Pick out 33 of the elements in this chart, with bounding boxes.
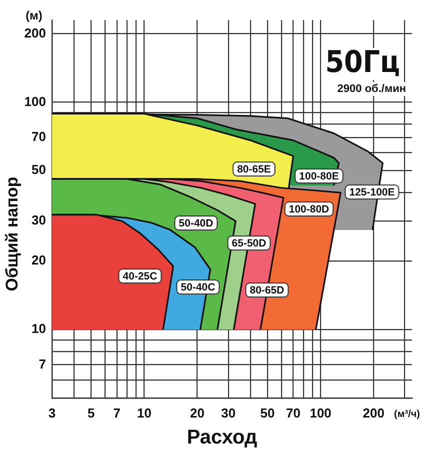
series-label: 50-40D (178, 217, 214, 230)
series-label: 65-50D (232, 237, 267, 250)
series-label: 50-40C (180, 281, 216, 294)
series-label: 40-25C (122, 270, 158, 282)
x-tick-label: 3 (48, 405, 56, 420)
x-tick-label: 200 (362, 405, 384, 420)
x-tick-label: 30 (221, 405, 236, 420)
y-tick-label: 100 (24, 94, 46, 109)
y-tick-label: 50 (32, 162, 46, 178)
y-tick-label: 30 (32, 212, 46, 228)
x-tick-label: 5 (88, 405, 95, 420)
annotation: 2900 об./мин (337, 83, 406, 96)
text: (м) (26, 8, 42, 22)
x-axis-title: Расход (186, 426, 258, 449)
text: (м³/ч) (394, 408, 420, 420)
x-tick-label: 20 (190, 405, 205, 420)
series-label: 100-80D (288, 203, 330, 216)
y-tick-label: 10 (32, 321, 46, 336)
series-label: 80-65D (250, 284, 285, 296)
y-axis-title: Общий напор (2, 176, 22, 292)
x-tick-label: 50 (260, 405, 275, 420)
y-tick-label: 70 (32, 129, 46, 144)
series-label: 125-100E (349, 186, 395, 198)
series-label: 80-65E (237, 163, 271, 176)
x-tick-label: 100 (310, 405, 332, 420)
series-label: 100-80E (299, 170, 339, 182)
y-tick-label: 200 (24, 25, 46, 40)
y-tick-label: 7 (38, 356, 46, 372)
x-tick-label: 10 (136, 405, 152, 420)
x-tick-label: 7 (113, 405, 121, 420)
x-tick-label: 70 (286, 405, 300, 420)
y-tick-label: 20 (32, 252, 46, 268)
annotation: 50Гц (325, 44, 400, 80)
